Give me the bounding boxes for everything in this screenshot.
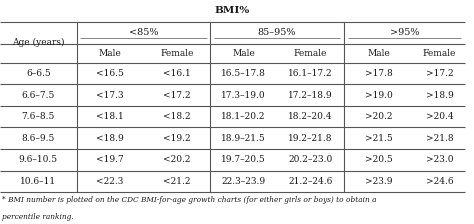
Text: * BMI number is plotted on the CDC BMI-for-age growth charts (for either girls o: * BMI number is plotted on the CDC BMI-f… (2, 196, 377, 203)
Text: 22.3–23.9: 22.3–23.9 (221, 177, 266, 186)
Text: 19.7–20.5: 19.7–20.5 (221, 155, 266, 164)
Text: >18.9: >18.9 (426, 90, 454, 100)
Text: 6–6.5: 6–6.5 (26, 69, 51, 78)
Text: 6.6–7.5: 6.6–7.5 (22, 90, 55, 100)
Text: >21.5: >21.5 (365, 134, 393, 143)
Text: <17.3: <17.3 (96, 90, 124, 100)
Text: >23.9: >23.9 (365, 177, 393, 186)
Text: 18.1–20.2: 18.1–20.2 (221, 112, 266, 121)
Text: 19.2–21.8: 19.2–21.8 (288, 134, 333, 143)
Text: 17.2–18.9: 17.2–18.9 (288, 90, 333, 100)
Text: percentile ranking.: percentile ranking. (2, 213, 74, 221)
Text: >20.2: >20.2 (365, 112, 393, 121)
Text: <18.2: <18.2 (163, 112, 191, 121)
Text: 17.3–19.0: 17.3–19.0 (221, 90, 266, 100)
Text: 16.1–17.2: 16.1–17.2 (288, 69, 333, 78)
Text: <19.2: <19.2 (163, 134, 191, 143)
Text: 18.2–20.4: 18.2–20.4 (288, 112, 333, 121)
Text: 7.6–8.5: 7.6–8.5 (22, 112, 55, 121)
Text: Female: Female (294, 49, 327, 58)
Text: >23.0: >23.0 (426, 155, 453, 164)
Text: Male: Male (232, 49, 255, 58)
Text: <22.3: <22.3 (96, 177, 124, 186)
Text: Female: Female (160, 49, 193, 58)
Text: 18.9–21.5: 18.9–21.5 (221, 134, 266, 143)
Text: >17.8: >17.8 (365, 69, 393, 78)
Text: Age (years): Age (years) (12, 38, 64, 47)
Text: Male: Male (99, 49, 121, 58)
Text: <16.5: <16.5 (96, 69, 124, 78)
Text: >20.5: >20.5 (365, 155, 393, 164)
Text: <16.1: <16.1 (163, 69, 191, 78)
Text: >20.4: >20.4 (426, 112, 454, 121)
Text: 20.2–23.0: 20.2–23.0 (288, 155, 333, 164)
Text: >24.6: >24.6 (426, 177, 454, 186)
Text: 85–95%: 85–95% (258, 28, 296, 37)
Text: >19.0: >19.0 (365, 90, 393, 100)
Text: <18.1: <18.1 (96, 112, 124, 121)
Text: <18.9: <18.9 (96, 134, 124, 143)
Text: >21.8: >21.8 (426, 134, 454, 143)
Text: >17.2: >17.2 (426, 69, 454, 78)
Text: <21.2: <21.2 (163, 177, 191, 186)
Text: <17.2: <17.2 (163, 90, 191, 100)
Text: Male: Male (368, 49, 391, 58)
Text: <85%: <85% (128, 28, 158, 37)
Text: 9.6–10.5: 9.6–10.5 (18, 155, 58, 164)
Text: <20.2: <20.2 (163, 155, 191, 164)
Text: 16.5–17.8: 16.5–17.8 (221, 69, 266, 78)
Text: Female: Female (423, 49, 456, 58)
Text: >95%: >95% (390, 28, 419, 37)
Text: 21.2–24.6: 21.2–24.6 (288, 177, 333, 186)
Text: BMI%: BMI% (215, 6, 250, 15)
Text: 10.6–11: 10.6–11 (20, 177, 56, 186)
Text: 8.6–9.5: 8.6–9.5 (22, 134, 55, 143)
Text: <19.7: <19.7 (96, 155, 124, 164)
